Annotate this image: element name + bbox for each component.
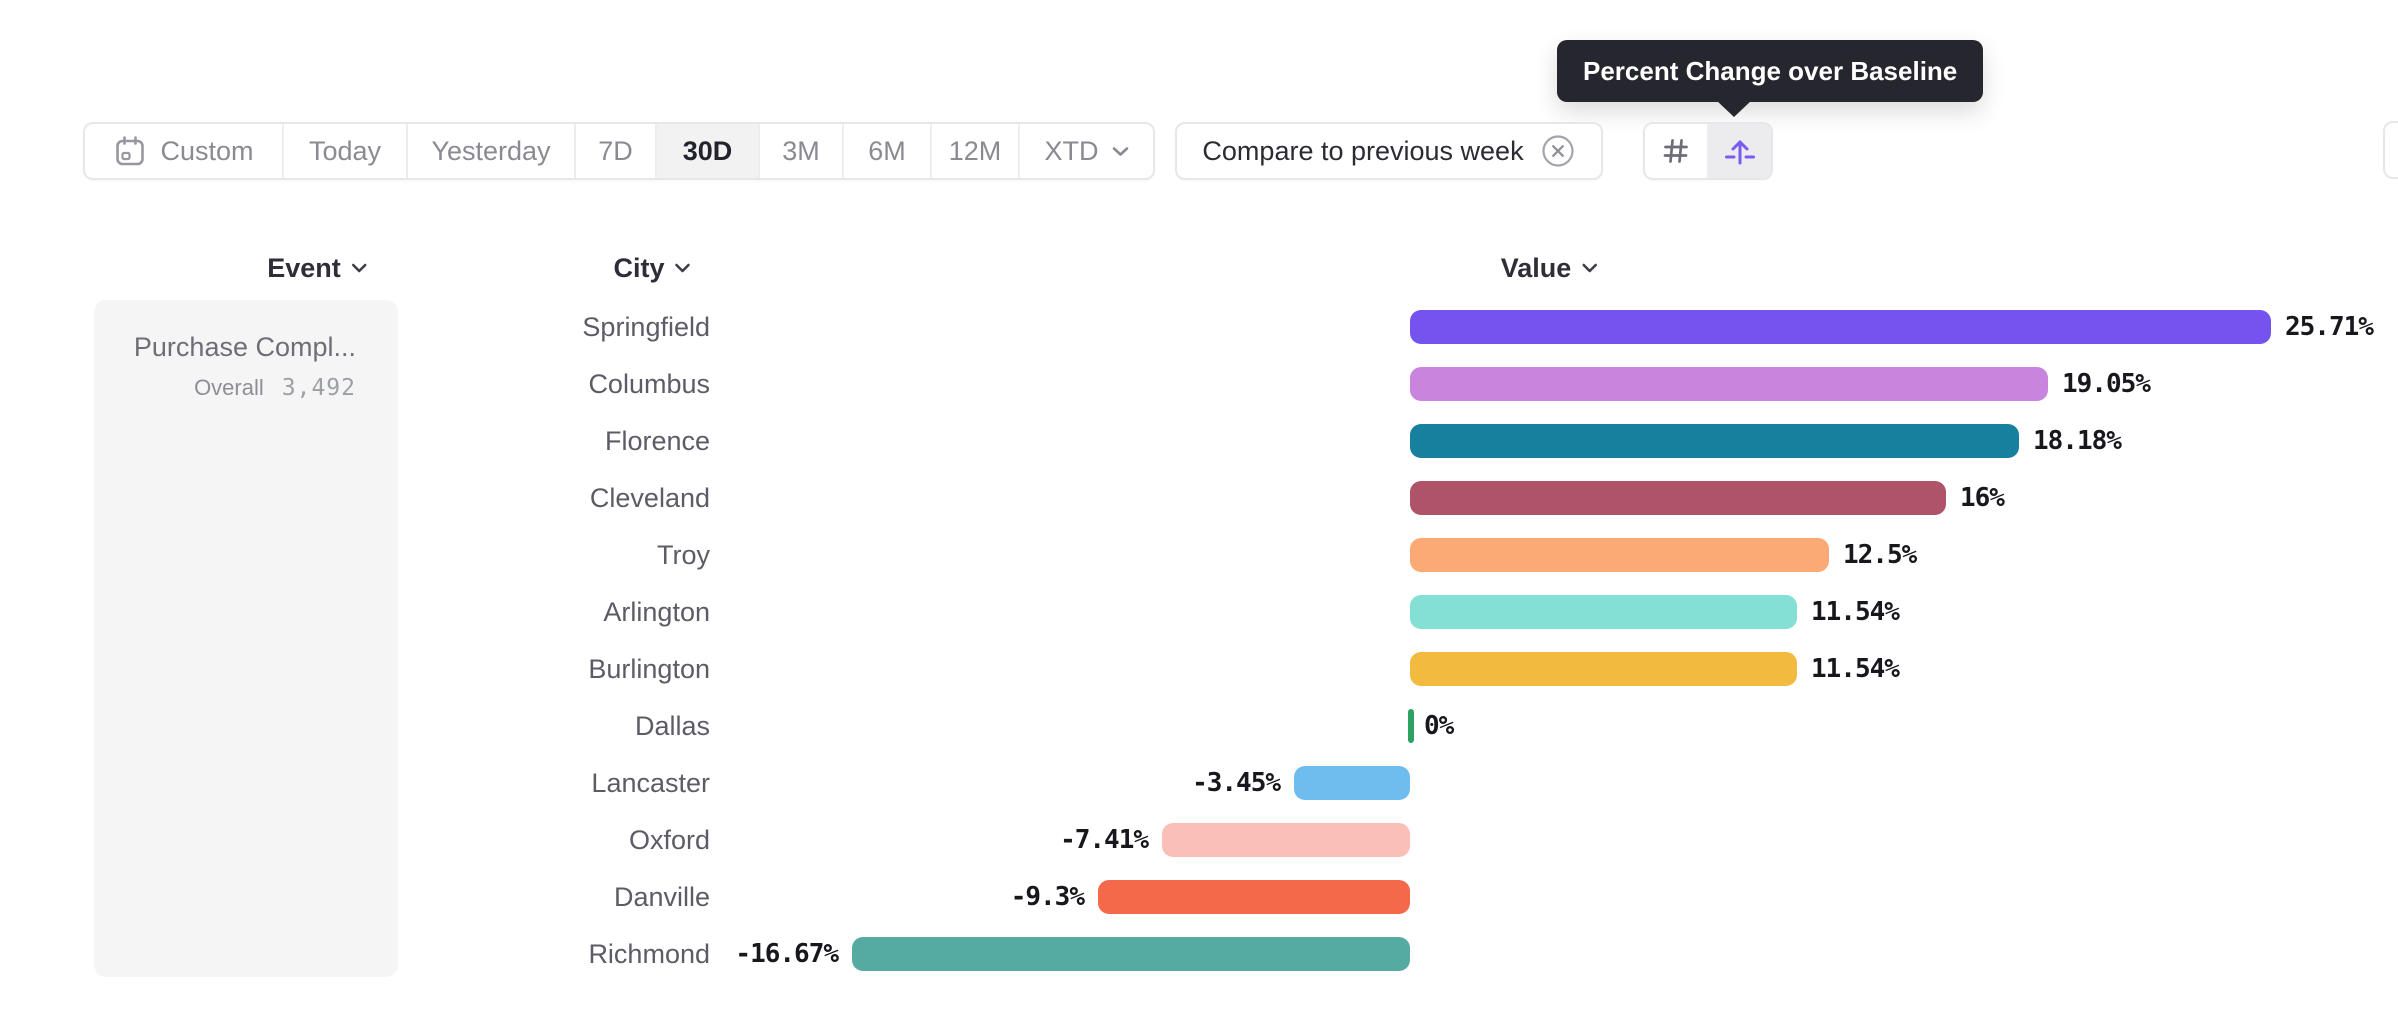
event-card-content: Purchase Compl... Overall 3,492	[134, 332, 356, 401]
city-label: Cleveland	[589, 482, 710, 513]
event-title: Purchase Compl...	[133, 332, 356, 362]
bar-value-label: -3.45%	[1192, 768, 1281, 798]
city-label: Springfield	[582, 311, 710, 342]
bar-value-label: 16%	[1960, 483, 2005, 513]
toggle-percent-change-baseline[interactable]	[1709, 124, 1771, 178]
date-range-today[interactable]: Today	[284, 124, 408, 178]
chart-row-danville: Danville -9.3%	[0, 869, 2398, 925]
date-range-6m[interactable]: 6M	[844, 124, 932, 178]
chevron-down-icon	[1581, 263, 1597, 273]
bar-value-label: 11.54%	[1811, 597, 1900, 627]
chart-row-dallas: Dallas 0%	[0, 698, 2398, 754]
date-range-label: XTD	[1044, 135, 1099, 166]
bar-value-label: -16.67%	[735, 939, 839, 969]
date-range-label: 7D	[598, 135, 633, 166]
date-range-label: 3M	[782, 135, 820, 166]
toggle-absolute-numbers[interactable]	[1645, 124, 1709, 178]
date-range-label: Custom	[160, 135, 254, 166]
city-label: Columbus	[588, 368, 710, 399]
bar-value-label: 25.71%	[2285, 312, 2374, 342]
date-range-yesterday[interactable]: Yesterday	[408, 124, 576, 178]
date-range-label: Today	[308, 135, 382, 166]
bar-value-label: 19.05%	[2062, 369, 2151, 399]
tooltip-caret	[1716, 100, 1752, 117]
bar-value-label: -7.41%	[1060, 825, 1149, 855]
chart-row-cleveland: Cleveland 16%	[0, 470, 2398, 526]
date-range-label: 6M	[868, 135, 906, 166]
column-header-label: City	[613, 252, 665, 283]
date-range-xtd[interactable]: XTD	[1020, 124, 1153, 178]
chevron-down-icon	[1112, 146, 1129, 157]
bar-value-label: -9.3%	[1010, 882, 1085, 912]
chart-row-troy: Troy 12.5%	[0, 527, 2398, 583]
bar-oxford[interactable]	[1162, 823, 1410, 857]
city-label: Arlington	[603, 596, 710, 627]
bar-florence[interactable]	[1410, 424, 2019, 458]
date-range-label: Yesterday	[431, 135, 551, 166]
city-label: Richmond	[588, 938, 710, 969]
bar-value-label: 12.5%	[1843, 540, 1917, 570]
chart-row-springfield: Springfield 25.71%	[0, 299, 2398, 355]
chart-row-oxford: Oxford -7.41%	[0, 812, 2398, 868]
city-label: Dallas	[634, 710, 710, 741]
close-circle-icon[interactable]	[1540, 133, 1576, 169]
bar-lancaster[interactable]	[1294, 766, 1410, 800]
compare-label: Compare to previous week	[1202, 135, 1524, 166]
column-header-label: Value	[1500, 252, 1572, 283]
bar-columbus[interactable]	[1410, 367, 2048, 401]
zero-baseline-tick[interactable]	[1408, 709, 1414, 743]
bar-richmond[interactable]	[852, 937, 1410, 971]
compare-to-previous-week-button[interactable]: Compare to previous week	[1175, 122, 1603, 180]
event-card-purchase-completed[interactable]: Purchase Compl... Overall 3,492	[94, 300, 398, 977]
bar-value-label: 0%	[1424, 711, 1454, 741]
calendar-icon	[113, 134, 147, 168]
chart-row-burlington: Burlington 11.54%	[0, 641, 2398, 697]
chart-row-richmond: Richmond -16.67%	[0, 926, 2398, 982]
city-label: Florence	[604, 425, 710, 456]
bar-arlington[interactable]	[1410, 595, 1797, 629]
tooltip-percent-change: Percent Change over Baseline	[1557, 40, 1984, 102]
chart-row-florence: Florence 18.18%	[0, 413, 2398, 469]
chevron-down-icon	[351, 263, 367, 273]
chart-row-arlington: Arlington 11.54%	[0, 584, 2398, 640]
date-range-12m[interactable]: 12M	[932, 124, 1020, 178]
date-range-label: 30D	[682, 135, 733, 166]
column-header-label: Event	[267, 252, 341, 283]
column-header-value[interactable]: Value	[1501, 250, 1598, 286]
date-range-3m[interactable]: 3M	[760, 124, 844, 178]
bar-springfield[interactable]	[1410, 310, 2271, 344]
city-label: Oxford	[628, 824, 710, 855]
chart-row-columbus: Columbus 19.05%	[0, 356, 2398, 412]
bar-value-label: 11.54%	[1811, 654, 1900, 684]
clipped-edge-button[interactable]	[2383, 121, 2398, 179]
bar-burlington[interactable]	[1410, 652, 1797, 686]
date-range-7d[interactable]: 7D	[576, 124, 657, 178]
date-range-label: 12M	[948, 135, 1002, 166]
city-label: Troy	[657, 539, 710, 570]
value-display-toggle	[1643, 122, 1773, 180]
hash-icon	[1660, 135, 1692, 167]
city-label: Burlington	[588, 653, 710, 684]
event-overall-label: Overall	[194, 375, 264, 400]
city-label: Danville	[613, 881, 710, 912]
event-overall-value: 3,492	[281, 375, 356, 401]
column-header-event[interactable]: Event	[267, 250, 367, 286]
chart-row-lancaster: Lancaster -3.45%	[0, 755, 2398, 811]
bar-cleveland[interactable]	[1410, 481, 1946, 515]
city-label: Lancaster	[591, 767, 710, 798]
baseline-arrow-icon	[1722, 133, 1758, 169]
chevron-down-icon	[675, 263, 691, 273]
bar-danville[interactable]	[1098, 880, 1410, 914]
column-header-city[interactable]: City	[613, 250, 690, 286]
date-range-custom[interactable]: Custom	[85, 124, 284, 178]
bar-value-label: 18.18%	[2033, 426, 2122, 456]
date-range-toolbar: Custom Today Yesterday 7D 30D 3M 6M 12M …	[83, 122, 1155, 180]
bar-troy[interactable]	[1410, 538, 1829, 572]
date-range-30d[interactable]: 30D	[657, 124, 760, 178]
